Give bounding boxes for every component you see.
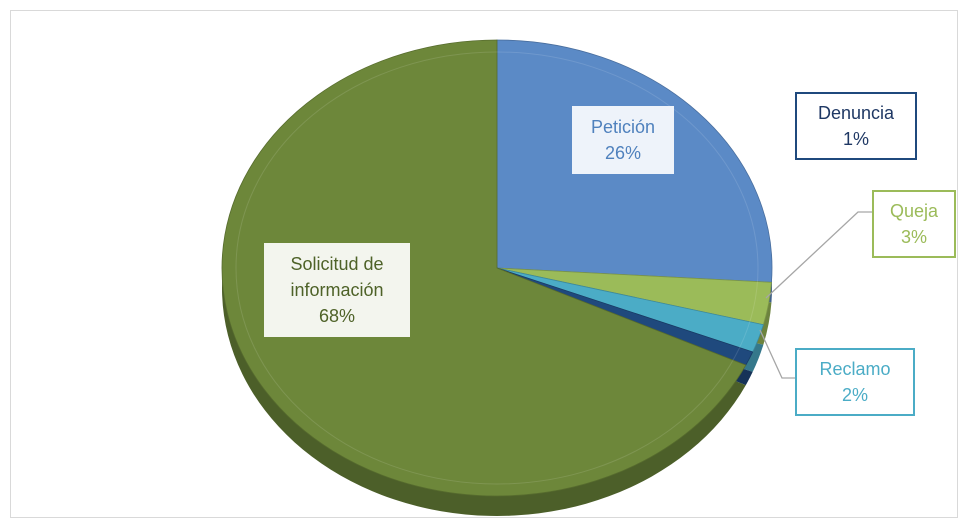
data-label: Reclamo 2% [795,348,915,416]
data-label: Queja 3% [872,190,956,258]
label-text: Solicitud de información [290,254,384,300]
data-label: Petición 26% [572,106,674,174]
label-text: Petición [590,117,656,137]
slice [221,39,747,497]
data-label: Solicitud de información 68% [264,243,410,337]
label-text: Queja [889,201,939,221]
bevel [235,51,759,485]
label-text: Reclamo [819,359,891,379]
label-text: 68% [318,306,356,326]
leader-line [765,211,872,299]
label-text: 1% [842,129,869,149]
label-text: 26% [604,143,642,163]
leader-line [759,329,795,379]
label-text: 2% [841,385,868,405]
label-text: 3% [900,227,927,247]
data-label: Denuncia 1% [795,92,917,160]
label-text: Denuncia [817,103,895,123]
